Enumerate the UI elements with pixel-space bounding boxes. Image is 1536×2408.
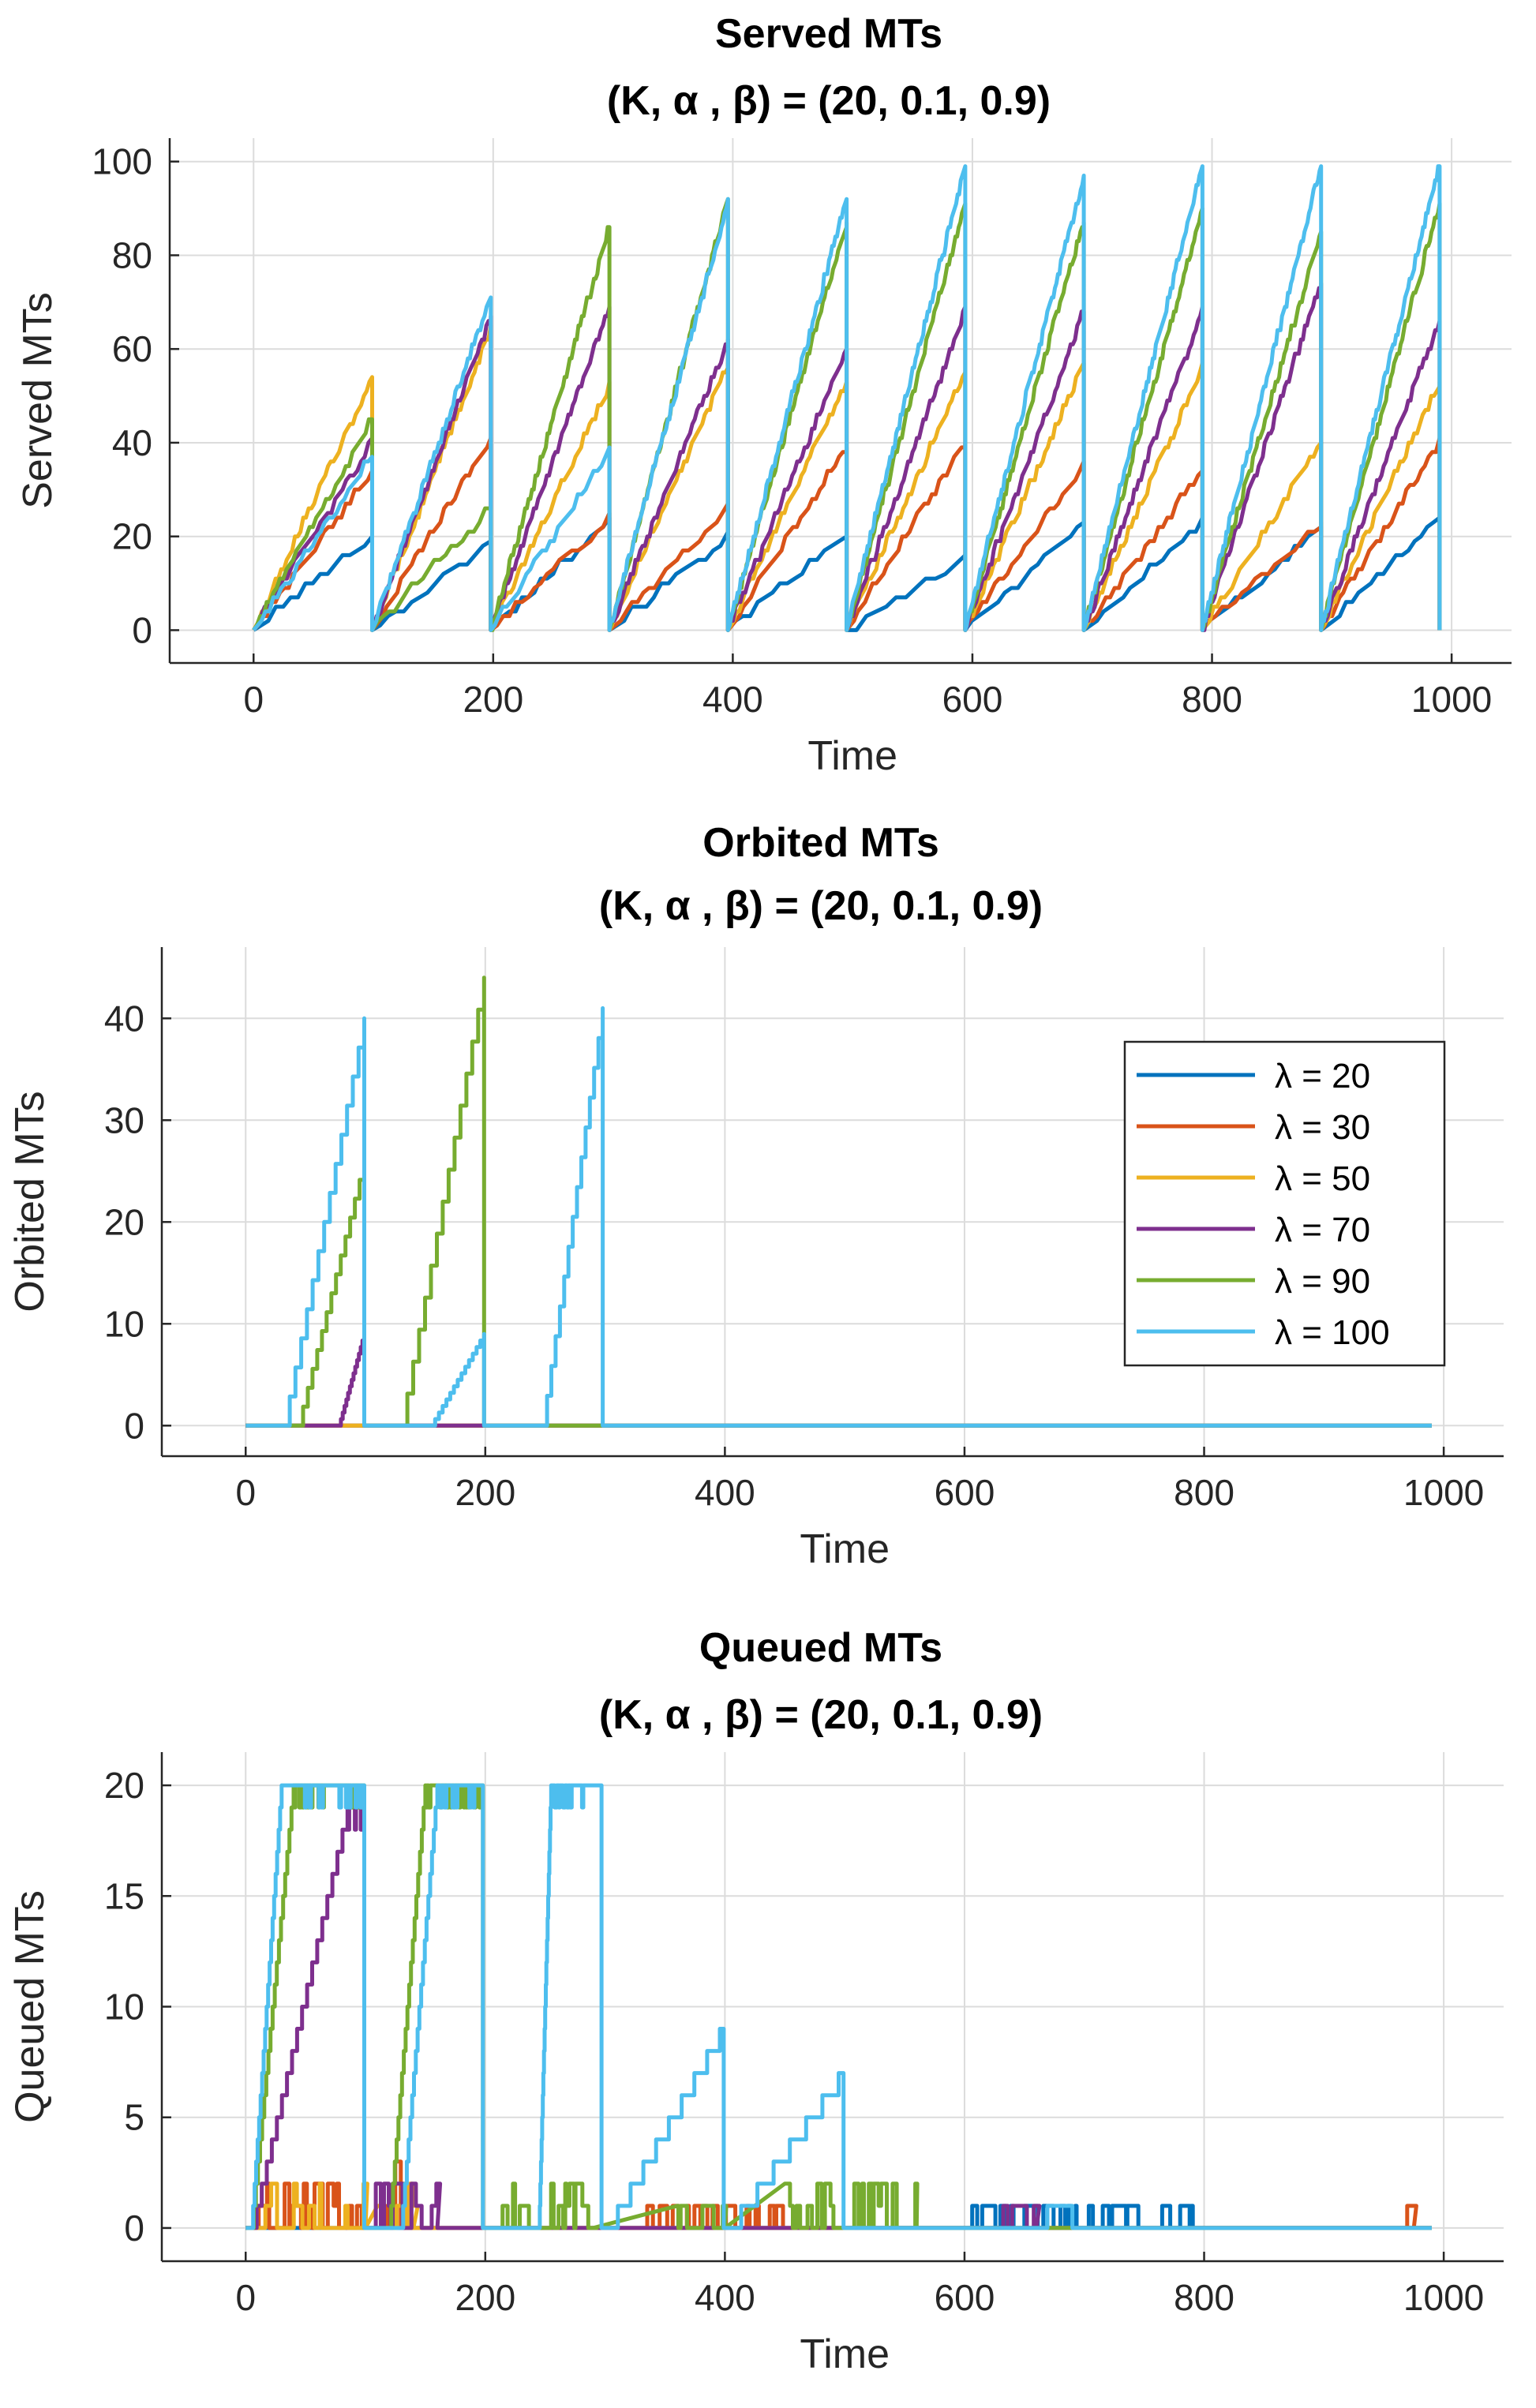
x-tick-label: 0 xyxy=(243,679,264,720)
legend-label: λ = 20 xyxy=(1275,1057,1370,1095)
x-tick-label: 600 xyxy=(935,2277,995,2318)
x-tick-label: 0 xyxy=(235,1472,256,1513)
legend-label: λ = 90 xyxy=(1275,1262,1370,1301)
legend-box xyxy=(1123,1040,1446,1367)
y-tick-label: 100 xyxy=(92,141,152,182)
legend-label: λ = 70 xyxy=(1275,1211,1370,1249)
chart-title: Orbited MTs xyxy=(702,820,938,866)
x-tick-label: 1000 xyxy=(1403,1472,1484,1513)
x-axis-label: Time xyxy=(807,733,897,779)
chart-subtitle: (K, α , β) = (20, 0.1, 0.9) xyxy=(599,883,1043,929)
chart-subtitle: (K, α , β) = (20, 0.1, 0.9) xyxy=(599,1692,1043,1738)
queued-mts-chart: Queued MTs (K, α , β) = (20, 0.1, 0.9) 0 20… xyxy=(7,1625,1504,2377)
served-line-series xyxy=(252,436,1442,632)
y-tick-label: 0 xyxy=(132,609,152,650)
y-tick-label: 0 xyxy=(124,2208,144,2249)
x-tick-label: 200 xyxy=(455,2277,515,2318)
served-line-series xyxy=(252,197,1442,632)
x-axis-label: Time xyxy=(800,1526,890,1572)
y-tick-label: 60 xyxy=(112,328,152,369)
x-tick-label: 800 xyxy=(1174,1472,1234,1513)
orbited-line-series xyxy=(245,1331,1432,1428)
x-tick-label: 1000 xyxy=(1403,2277,1484,2318)
orbited-mts-chart: Orbited MTs (K, α , β) = (20, 0.1, 0.9) 0 2… xyxy=(7,820,1504,1572)
x-tick-label: 400 xyxy=(702,679,763,720)
chart-title: Queued MTs xyxy=(699,1625,942,1671)
y-tick-label: 20 xyxy=(104,1765,144,1806)
y-axis-label: Served MTs xyxy=(15,292,61,509)
y-tick-label: 40 xyxy=(104,998,144,1039)
served-mts-chart: Served MTs (K, α , β) = (20, 0.1, 0.9) 0 20… xyxy=(15,11,1512,779)
y-tick-label: 20 xyxy=(112,516,152,557)
y-tick-label: 5 xyxy=(124,2097,144,2138)
legend-label: λ = 100 xyxy=(1275,1313,1390,1352)
series-layer xyxy=(245,976,1432,1428)
x-tick-label: 200 xyxy=(463,679,523,720)
x-tick-label: 600 xyxy=(935,1472,995,1513)
x-tick-label: 1000 xyxy=(1411,679,1492,720)
y-tick-label: 40 xyxy=(112,422,152,463)
chart-title: Served MTs xyxy=(715,11,942,57)
y-tick-label: 15 xyxy=(104,1875,144,1916)
y-axis-label: Queued MTs xyxy=(7,1890,53,2123)
x-tick-label: 400 xyxy=(695,2277,755,2318)
y-tick-label: 30 xyxy=(104,1099,144,1140)
legend-label: λ = 30 xyxy=(1275,1108,1370,1147)
x-axis-label: Time xyxy=(800,2331,890,2377)
y-tick-label: 10 xyxy=(104,1987,144,2028)
y-tick-label: 10 xyxy=(104,1303,144,1344)
chart-subtitle: (K, α , β) = (20, 0.1, 0.9) xyxy=(607,78,1051,124)
x-tick-label: 400 xyxy=(695,1472,755,1513)
x-tick-label: 800 xyxy=(1174,2277,1234,2318)
queued-line-series xyxy=(245,1783,1432,2230)
series-layer xyxy=(245,1783,1432,2230)
queued-line-series xyxy=(245,1805,1432,2230)
y-tick-label: 0 xyxy=(124,1405,144,1446)
x-tick-label: 0 xyxy=(235,2277,256,2318)
queued-line-series xyxy=(245,2181,1432,2230)
y-tick-label: 20 xyxy=(104,1201,144,1242)
served-line-series xyxy=(252,164,1442,632)
legend-label: λ = 50 xyxy=(1275,1159,1370,1198)
series-layer xyxy=(252,164,1442,632)
served-line-series xyxy=(252,515,1442,632)
x-tick-label: 600 xyxy=(942,679,1003,720)
x-tick-label: 800 xyxy=(1182,679,1242,720)
y-tick-label: 80 xyxy=(112,234,152,275)
x-tick-label: 200 xyxy=(455,1472,515,1513)
orbited-line-series xyxy=(245,1006,1432,1428)
legend: λ = 20 λ = 30 λ = 50 λ = 70 λ = 90 λ = 100 xyxy=(1123,1040,1446,1367)
y-axis-label: Orbited MTs xyxy=(7,1091,53,1312)
